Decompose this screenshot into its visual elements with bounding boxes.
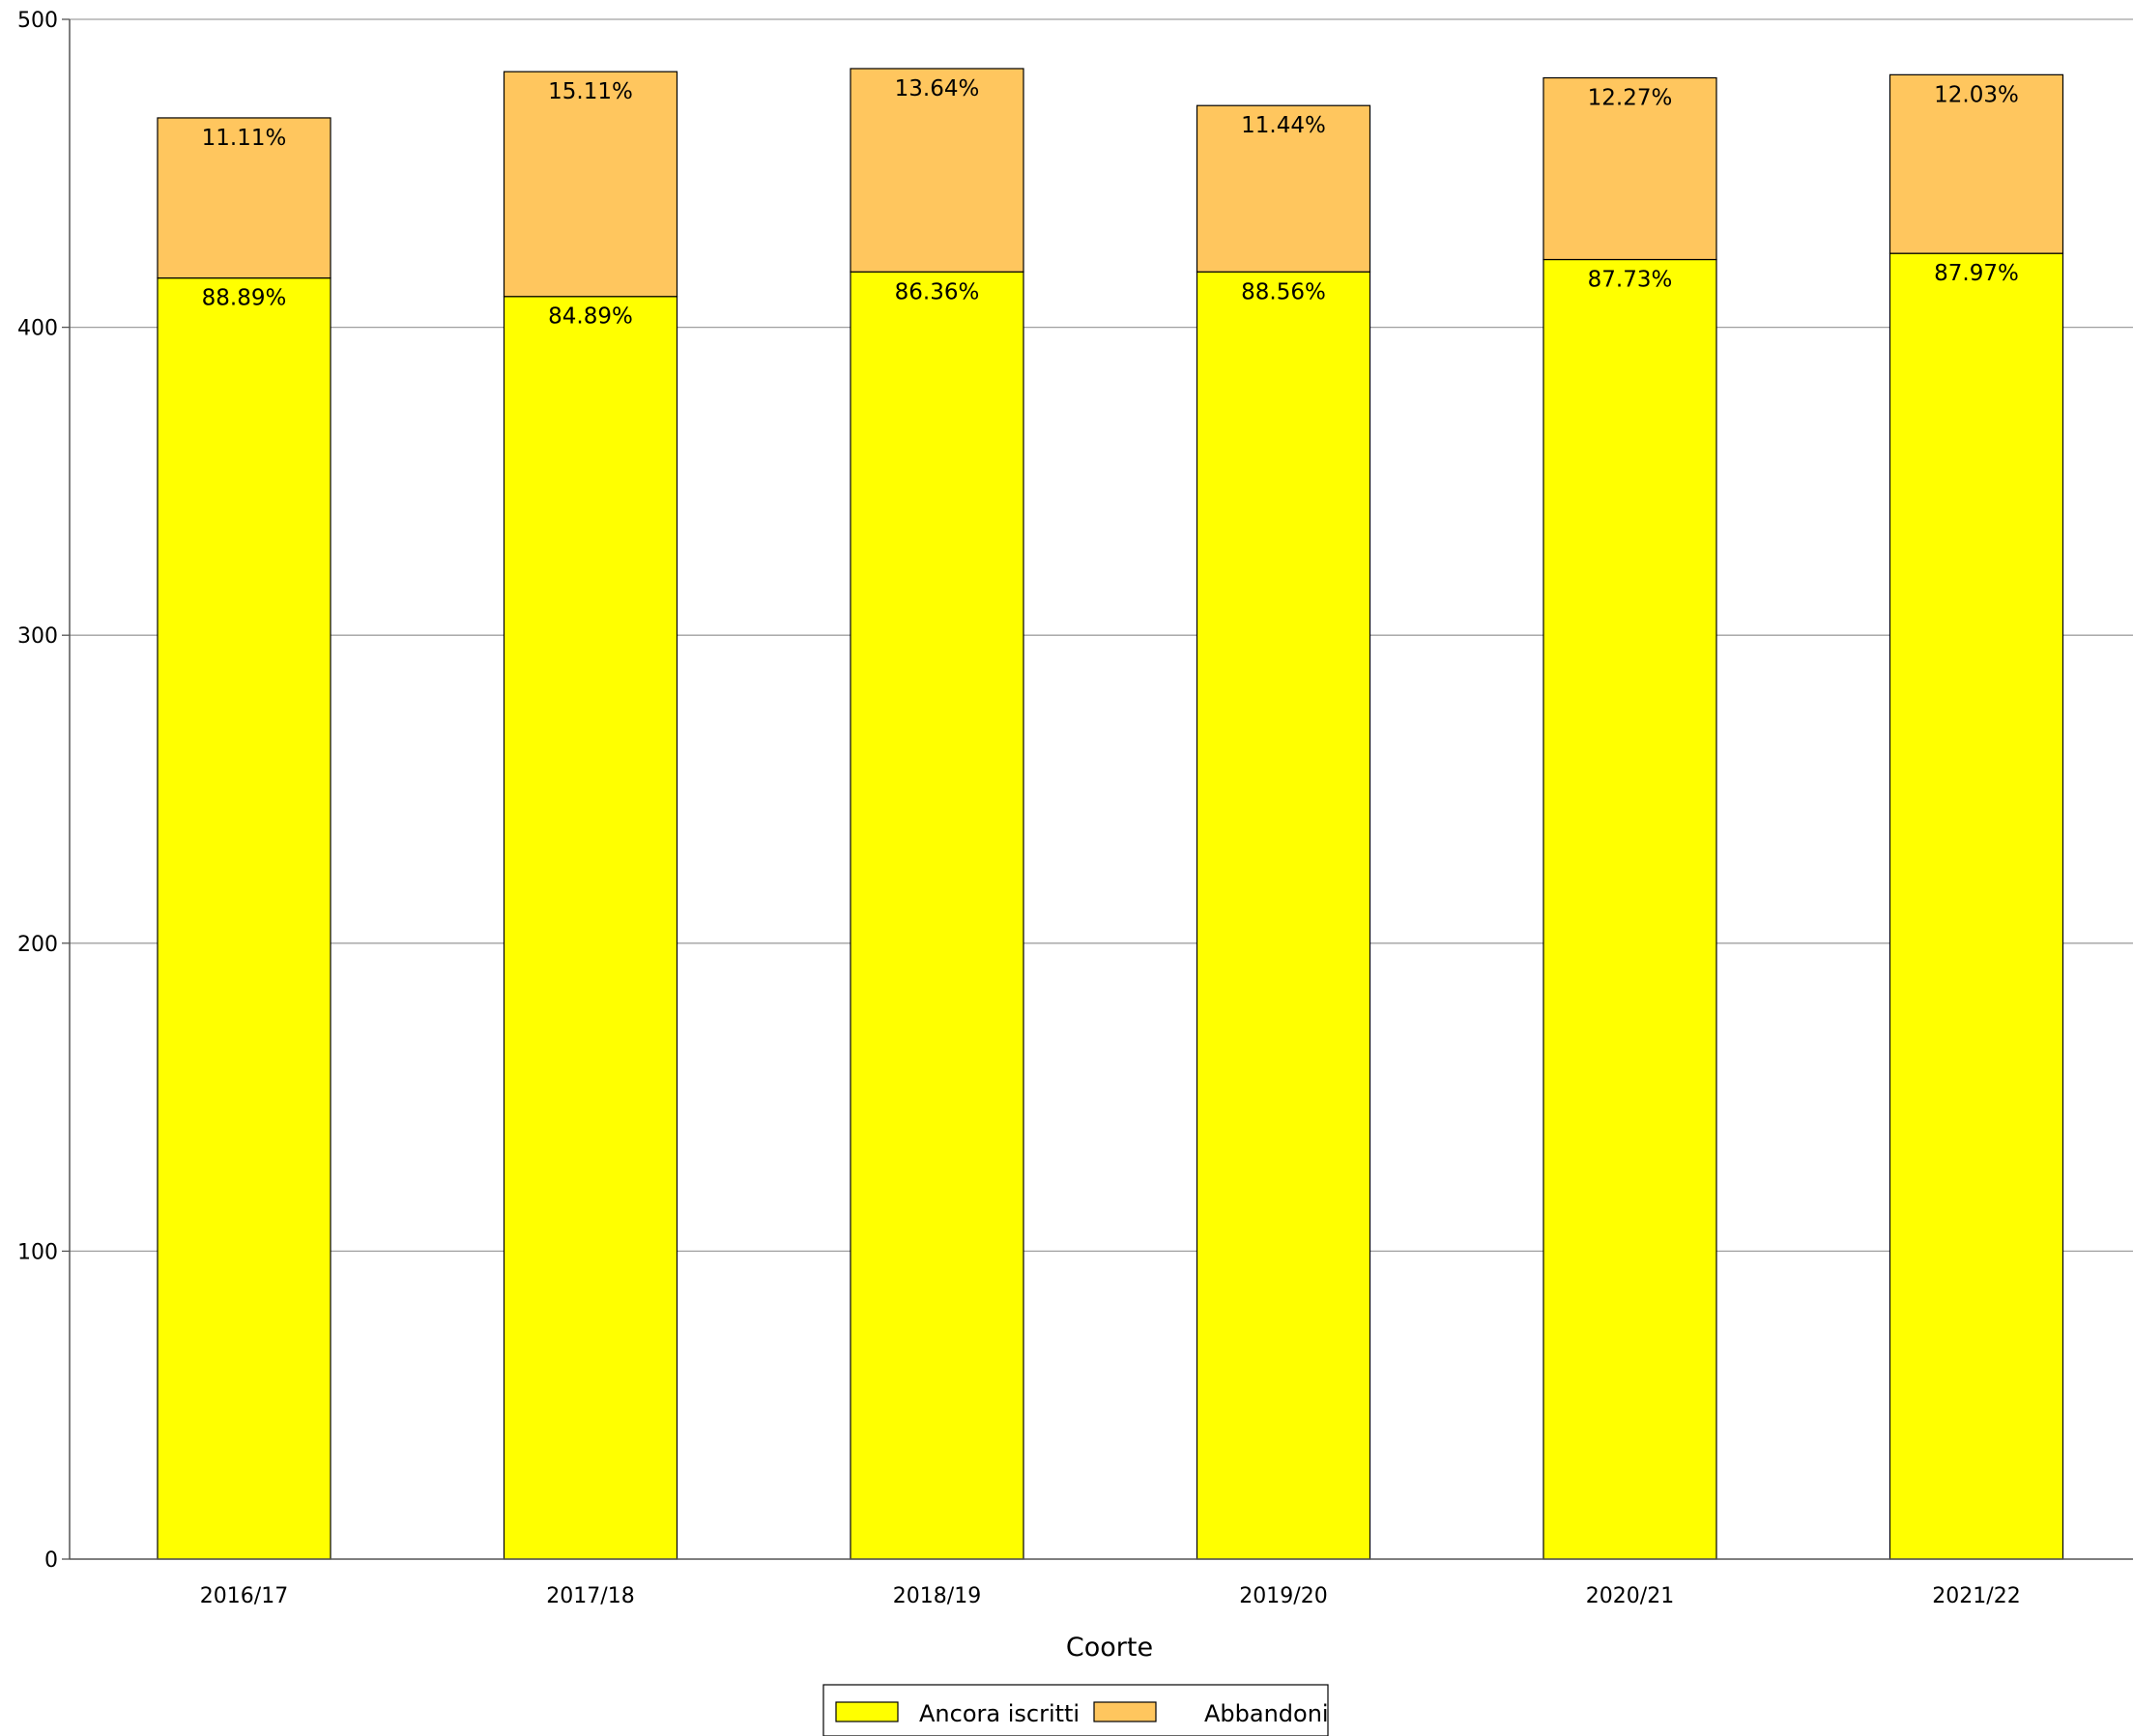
legend-label: Ancora iscritti <box>919 1700 1080 1727</box>
bar-abbandoni <box>1888 73 2064 254</box>
bars <box>157 68 2064 1560</box>
x-tick-label: 2018/19 <box>893 1584 981 1608</box>
bar-data-label: 88.56% <box>1241 279 1326 304</box>
legend-swatch <box>835 1701 899 1722</box>
bar-data-label: 11.44% <box>1241 113 1326 138</box>
bar-ancora-iscritti <box>850 271 1024 1560</box>
y-tick-label: 500 <box>17 9 58 33</box>
bar-data-label: 88.89% <box>202 286 287 311</box>
y-tick-label: 400 <box>17 317 58 341</box>
axes <box>69 19 2133 1560</box>
y-tick-label: 100 <box>17 1240 58 1264</box>
bar-ancora-iscritti <box>1542 258 1717 1560</box>
legend-swatch <box>1093 1701 1157 1722</box>
bar-ancora-iscritti <box>1888 252 2064 1560</box>
bar-data-label: 12.27% <box>1588 86 1673 111</box>
y-tick-labels: 0 100 200 300 400 500 <box>17 9 58 1573</box>
x-tick-label: 2020/21 <box>1586 1584 1674 1608</box>
bar-data-label: 87.97% <box>1934 261 2019 286</box>
y-tick-label: 200 <box>17 933 58 957</box>
x-tick-label: 2017/18 <box>546 1584 634 1608</box>
bar-abbandoni <box>503 71 678 298</box>
bar-data-label: 15.11% <box>548 79 633 104</box>
legend-box <box>822 1684 1329 1736</box>
bar-ancora-iscritti <box>1196 271 1371 1560</box>
legend: Ancora iscritti Abbandoni <box>822 1684 1329 1736</box>
bar-labels: 88.89% 11.11% 84.89% 15.11% 86.36% 13.64% 88.5… <box>202 76 2019 330</box>
bar-data-label: 11.11% <box>202 126 287 151</box>
x-tick-label: 2016/17 <box>200 1584 288 1608</box>
y-tick-label: 300 <box>17 624 58 649</box>
bar-abbandoni <box>850 68 1024 273</box>
bar-abbandoni <box>157 117 331 279</box>
x-tick-labels: 2016/17 2017/18 2018/19 2019/20 2020/21 2021/… <box>200 1584 2021 1608</box>
legend-label: Abbandoni <box>1204 1700 1329 1727</box>
x-tick-label: 2021/22 <box>1932 1584 2020 1608</box>
bar-data-label: 84.89% <box>548 304 633 330</box>
x-tick-label: 2019/20 <box>1239 1584 1327 1608</box>
gridlines <box>62 18 2133 1560</box>
bar-ancora-iscritti <box>503 296 678 1560</box>
y-tick-label: 0 <box>44 1548 58 1573</box>
bar-data-label: 86.36% <box>895 279 980 304</box>
bar-ancora-iscritti <box>157 277 331 1560</box>
bar-data-label: 87.73% <box>1588 268 1673 293</box>
bar-abbandoni <box>1196 104 1371 273</box>
bar-abbandoni <box>1542 76 1717 261</box>
bar-data-label: 13.64% <box>895 76 980 101</box>
bar-data-label: 12.03% <box>1934 82 2019 107</box>
x-axis-title: Coorte <box>1066 1633 1153 1663</box>
